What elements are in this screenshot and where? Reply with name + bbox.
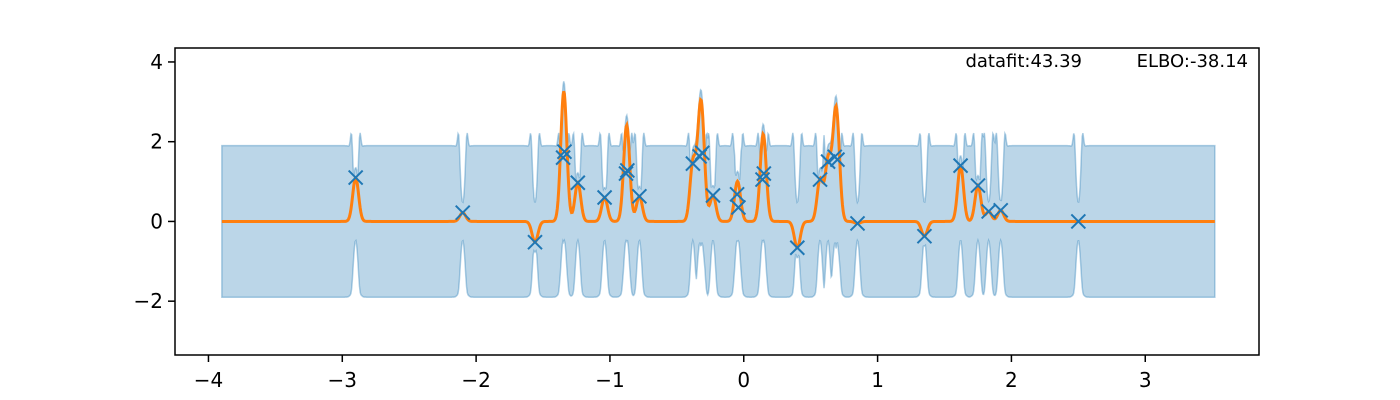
observation-point: [705, 187, 721, 204]
x-tick-label: −4: [194, 368, 223, 392]
y-tick-label: −2: [134, 289, 163, 313]
observation-point: [756, 165, 772, 182]
observation-point: [820, 153, 836, 170]
observation-point: [980, 203, 997, 220]
plot-area: [221, 81, 1216, 298]
axes-frame: [174, 47, 1260, 356]
x-tick-label: −1: [595, 368, 624, 392]
y-tick-label: 4: [150, 50, 163, 74]
observation-point: [970, 177, 986, 194]
observation-point: [812, 171, 828, 188]
observation-point: [730, 199, 747, 216]
mean-line: [221, 90, 1215, 250]
observation-point: [1070, 213, 1087, 230]
y-axis: −2 0 2 4: [134, 50, 175, 313]
observation-point: [694, 145, 710, 161]
x-tick-label: 2: [1005, 368, 1018, 392]
observation-point: [754, 171, 771, 188]
observation-point: [556, 143, 573, 160]
observation-point: [570, 175, 586, 191]
x-tick-label: 3: [1139, 368, 1152, 392]
observation-point: [596, 189, 613, 206]
elbo-annotation: ELBO:-38.14: [1137, 51, 1248, 72]
observation-point: [993, 202, 1009, 218]
observation-points: [347, 143, 1087, 256]
observation-point: [555, 149, 571, 166]
x-tick-label: 0: [737, 368, 750, 392]
observation-point: [916, 228, 933, 244]
observation-point: [789, 240, 806, 256]
observation-point: [952, 157, 969, 174]
observation-point: [631, 188, 648, 205]
observation-point: [455, 204, 471, 221]
x-tick-label: 1: [871, 368, 884, 392]
x-tick-label: −2: [461, 368, 490, 392]
datafit-annotation: datafit:43.39: [965, 51, 1082, 72]
y-tick-label: 2: [150, 130, 163, 154]
x-axis: −4 −3 −2 −1 0 1 2 3: [194, 355, 1152, 392]
y-tick-label: 0: [150, 209, 163, 233]
observation-point: [619, 162, 636, 179]
observation-point: [527, 234, 543, 250]
observation-point: [347, 169, 364, 186]
observation-point: [829, 151, 846, 168]
observation-point: [618, 165, 634, 182]
x-tick-label: −3: [328, 368, 357, 392]
observation-point: [729, 186, 745, 203]
observation-point: [849, 215, 866, 232]
